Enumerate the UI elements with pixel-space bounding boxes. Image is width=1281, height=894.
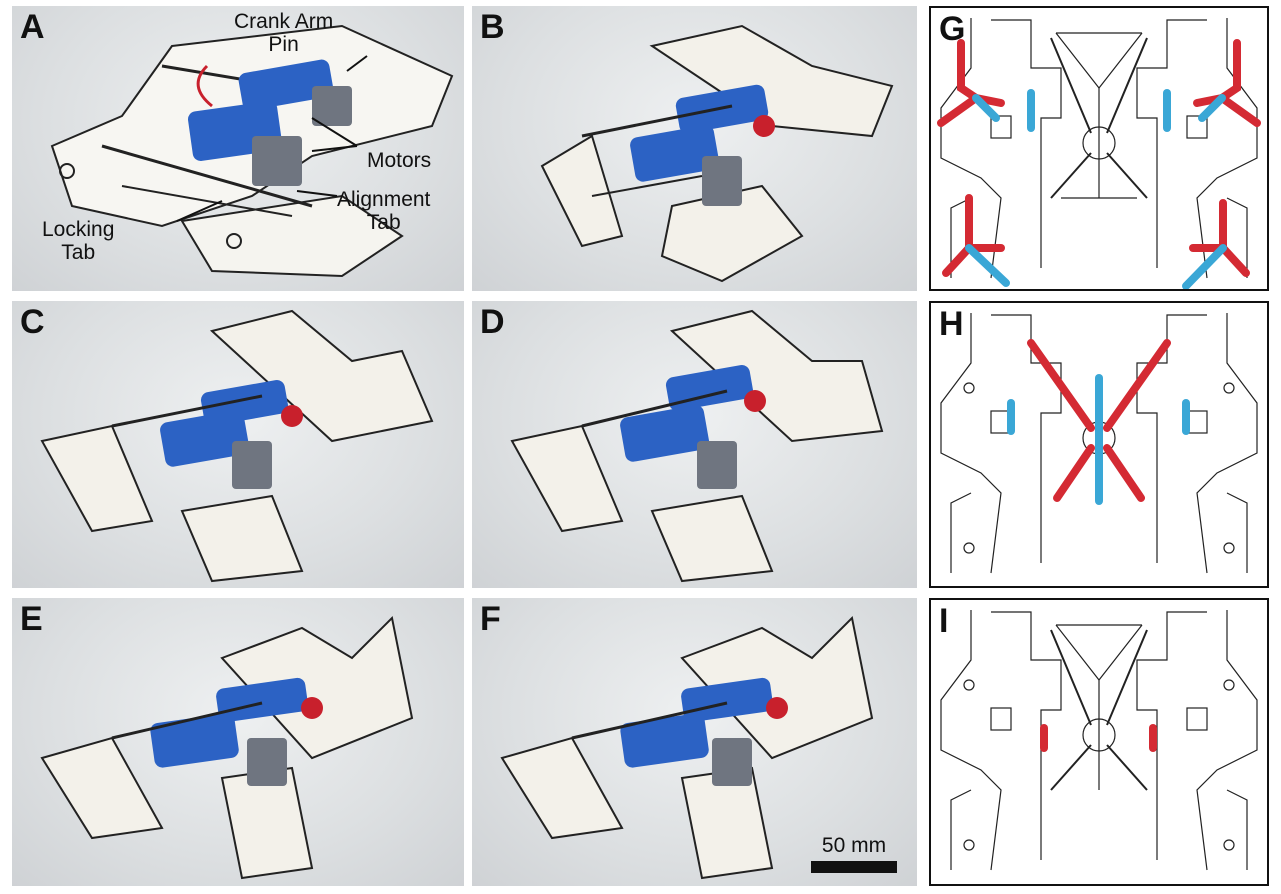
panel-f: F bbox=[472, 598, 917, 886]
scale-bar-label: 50 mm bbox=[821, 834, 887, 857]
robot-folding-illustration bbox=[540, 24, 894, 283]
crease-pattern-diagram bbox=[940, 610, 1258, 871]
panel-label-f: F bbox=[480, 600, 501, 638]
robot-flat-illustration bbox=[50, 24, 454, 278]
panel-label-g: G bbox=[939, 10, 966, 48]
crease-pattern-diagram bbox=[940, 313, 1258, 574]
panel-label-b: B bbox=[480, 8, 505, 46]
panel-d: D bbox=[472, 301, 917, 588]
panel-e: E bbox=[12, 598, 464, 886]
annotation-alignment-tab: Alignment Tab bbox=[337, 188, 431, 235]
panel-i: I bbox=[929, 598, 1269, 886]
robot-folding-illustration bbox=[510, 309, 884, 583]
robot-standing-illustration bbox=[500, 615, 874, 880]
annotation-locking-tab: Locking Tab bbox=[42, 218, 115, 265]
annotation-motors: Motors bbox=[367, 149, 432, 172]
panel-label-e: E bbox=[20, 600, 43, 638]
scale-bar bbox=[811, 861, 897, 873]
panel-label-i: I bbox=[939, 602, 949, 640]
crease-pattern-diagram bbox=[937, 18, 1261, 289]
panel-label-h: H bbox=[939, 305, 964, 343]
annotation-crank-arm-pin: Crank Arm Pin bbox=[234, 10, 334, 57]
panel-c: C bbox=[12, 301, 464, 588]
robot-standing-illustration bbox=[40, 615, 414, 880]
panel-h: H bbox=[929, 301, 1269, 588]
panel-a: A Crank Arm Pin Motors Alignment Tab Loc… bbox=[12, 6, 464, 291]
panel-label-a: A bbox=[20, 8, 45, 46]
robot-folding-illustration bbox=[40, 309, 434, 583]
panel-b: B bbox=[472, 6, 917, 291]
panel-label-c: C bbox=[20, 303, 45, 341]
panel-g: G bbox=[929, 6, 1269, 291]
panel-label-d: D bbox=[480, 303, 505, 341]
